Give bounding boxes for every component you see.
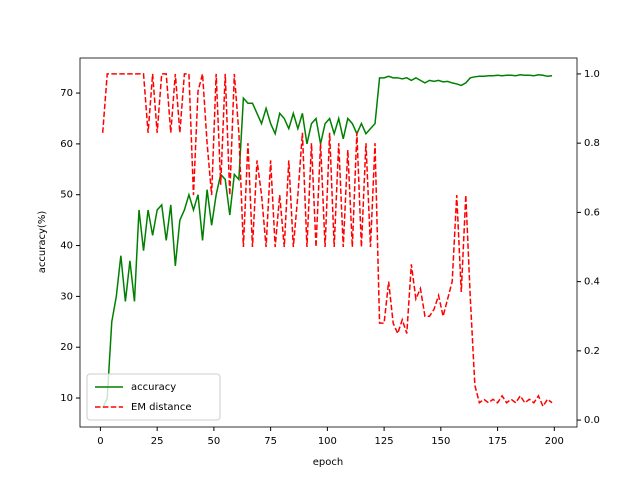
y-tick-label: 70 [60,88,73,99]
y2-tick-label: 1.0 [584,69,600,80]
x-tick-label: 150 [431,436,450,447]
y-tick-label: 50 [60,190,73,201]
y2-tick-label: 0.6 [584,207,600,218]
line-1 [101,73,553,408]
x-tick-label: 25 [151,436,164,447]
legend-label: accuracy [131,382,176,393]
y2-tick-label: 0.4 [584,277,600,288]
line-0 [102,74,553,409]
y2-tick-label: 0.0 [584,415,600,426]
x-tick-label: 0 [97,436,103,447]
legend-label: EM distance [131,402,192,413]
x-tick-label: 50 [208,436,221,447]
y-tick-label: 20 [60,342,73,353]
y-tick-label: 40 [60,241,73,252]
x-tick-label: 175 [488,436,507,447]
legend-box [86,373,221,421]
x-axis-label: epoch [313,457,343,468]
y-tick-label: 30 [60,291,73,302]
plot-frame [79,57,578,428]
x-tick-label: 125 [375,436,394,447]
x-tick-label: 75 [264,436,277,447]
x-tick-label: 200 [545,436,564,447]
y-tick-label: 60 [60,139,73,150]
x-tick-label: 100 [318,436,337,447]
y2-tick-label: 0.8 [584,138,600,149]
y-tick-label: 10 [60,393,73,404]
y2-tick-label: 0.2 [584,346,600,357]
y-axis-label: accuracy(%) [37,211,48,274]
